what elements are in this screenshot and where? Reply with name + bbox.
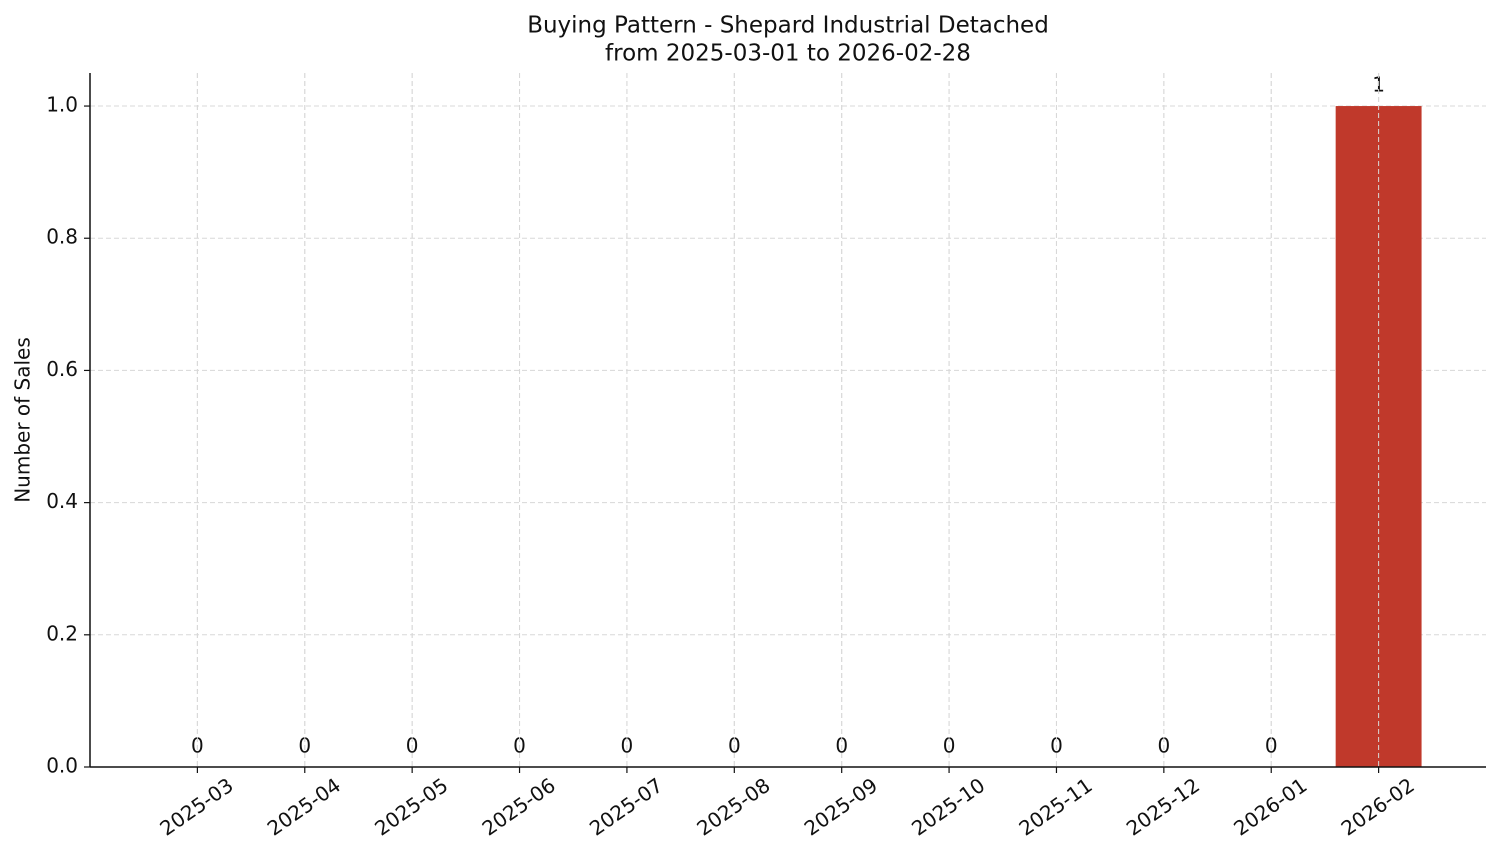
x-tick-label: 2025-11 — [1014, 773, 1096, 841]
x-tick-label: 2026-01 — [1229, 773, 1311, 841]
y-tick-label: 0.6 — [46, 357, 78, 381]
y-tick-label: 0.8 — [46, 225, 78, 249]
x-tick-label: 2025-04 — [263, 773, 345, 841]
y-axis-label: Number of Sales — [11, 337, 35, 503]
x-tick-label: 2025-09 — [800, 773, 882, 841]
x-tick-label: 2025-10 — [907, 773, 989, 841]
x-tick-label: 2025-06 — [478, 773, 560, 841]
x-tick-label: 2025-03 — [155, 773, 237, 841]
x-tick-label: 2025-08 — [692, 773, 774, 841]
y-tick-label: 0.4 — [46, 489, 78, 513]
x-tick-label: 2025-05 — [370, 773, 452, 841]
x-tick-label: 2025-12 — [1122, 773, 1204, 841]
y-tick-label: 0.2 — [46, 621, 78, 645]
x-tick-label: 2025-07 — [585, 773, 667, 841]
chart-title: Buying Pattern - Shepard Industrial Deta… — [527, 13, 1049, 39]
y-tick-label: 1.0 — [46, 93, 78, 117]
x-tick-label: 2026-02 — [1337, 773, 1419, 841]
y-tick-label: 0.0 — [46, 754, 78, 778]
chart-subtitle: from 2025-03-01 to 2026-02-28 — [605, 41, 971, 67]
